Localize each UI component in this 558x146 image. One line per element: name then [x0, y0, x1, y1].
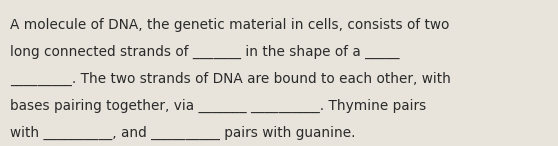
- Text: A molecule of DNA, the genetic material in cells, consists of two: A molecule of DNA, the genetic material …: [10, 18, 449, 32]
- Text: with __________, and __________ pairs with guanine.: with __________, and __________ pairs wi…: [10, 126, 355, 140]
- Text: bases pairing together, via _______ __________. Thymine pairs: bases pairing together, via _______ ____…: [10, 99, 426, 113]
- Text: long connected strands of _______ in the shape of a _____: long connected strands of _______ in the…: [10, 45, 400, 59]
- Text: _________. The two strands of DNA are bound to each other, with: _________. The two strands of DNA are bo…: [10, 72, 451, 86]
